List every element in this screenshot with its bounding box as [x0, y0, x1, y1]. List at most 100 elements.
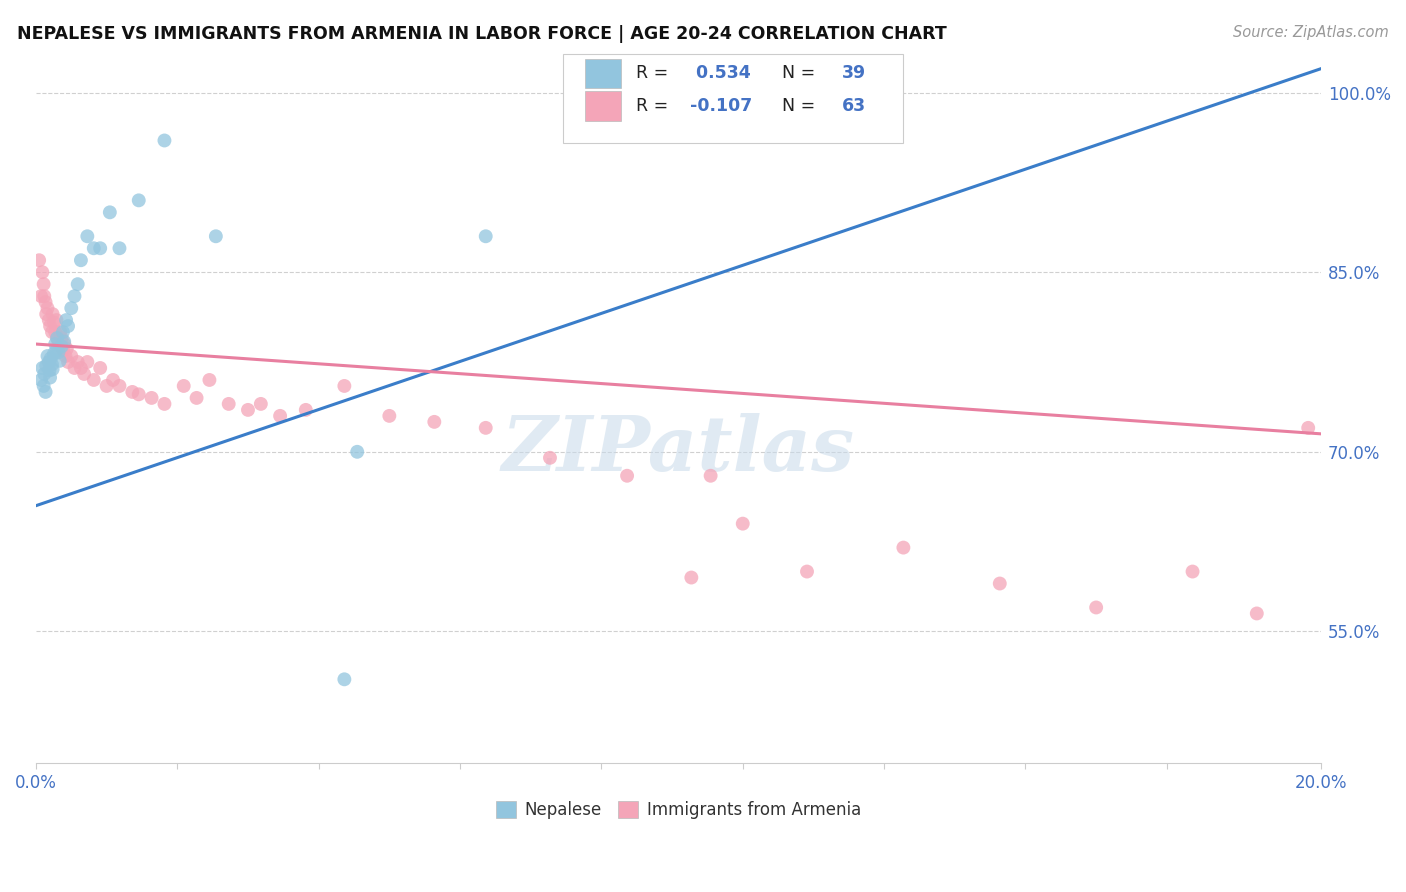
Point	[28, 253, 51, 268]
Point	[31, 265, 53, 279]
Point	[30, 373, 52, 387]
Point	[236, 403, 259, 417]
Point	[41, 307, 63, 321]
Point	[1085, 600, 1108, 615]
Point	[39, 319, 62, 334]
Point	[893, 541, 915, 555]
Point	[37, 301, 59, 315]
Point	[55, 349, 77, 363]
Point	[39, 351, 62, 366]
Point	[66, 355, 89, 369]
FancyBboxPatch shape	[562, 54, 904, 144]
Point	[35, 359, 58, 373]
Point	[51, 339, 73, 353]
Point	[73, 367, 96, 381]
Point	[89, 361, 111, 376]
Text: N =: N =	[770, 63, 821, 82]
Point	[56, 355, 79, 369]
Point	[48, 353, 70, 368]
Point	[55, 342, 77, 356]
Text: Source: ZipAtlas.com: Source: ZipAtlas.com	[1233, 25, 1389, 40]
Point	[250, 397, 273, 411]
Point	[48, 345, 70, 359]
Point	[98, 205, 121, 219]
Point	[63, 289, 86, 303]
Point	[66, 277, 89, 292]
Point	[45, 343, 67, 357]
Point	[128, 194, 150, 208]
Point	[1181, 565, 1204, 579]
Point	[38, 363, 60, 377]
Point	[44, 337, 66, 351]
Point	[38, 313, 60, 327]
Point	[83, 241, 105, 255]
Point	[423, 415, 446, 429]
FancyBboxPatch shape	[585, 59, 620, 88]
Point	[108, 379, 131, 393]
Point	[699, 468, 721, 483]
Point	[83, 373, 105, 387]
Point	[52, 343, 75, 357]
Text: R =: R =	[636, 96, 673, 114]
Point	[70, 253, 93, 268]
Point	[32, 379, 55, 393]
Point	[41, 362, 63, 376]
Point	[60, 349, 83, 363]
Point	[96, 379, 118, 393]
Point	[46, 331, 69, 345]
Point	[48, 337, 70, 351]
Text: 0.534: 0.534	[690, 63, 751, 82]
Point	[731, 516, 754, 531]
Point	[41, 358, 63, 372]
Point	[333, 673, 356, 687]
Point	[295, 403, 318, 417]
Point	[60, 301, 83, 315]
Point	[378, 409, 401, 423]
Point	[31, 361, 53, 376]
Point	[681, 570, 703, 584]
Point	[53, 337, 76, 351]
Text: -0.107: -0.107	[690, 96, 752, 114]
Text: 39: 39	[842, 63, 866, 82]
Point	[89, 241, 111, 255]
Legend: Nepalese, Immigrants from Armenia: Nepalese, Immigrants from Armenia	[489, 795, 868, 826]
Point	[34, 289, 56, 303]
Point	[141, 391, 163, 405]
Point	[56, 319, 79, 334]
Point	[616, 468, 638, 483]
Point	[76, 355, 98, 369]
Text: 63: 63	[842, 96, 866, 114]
Point	[796, 565, 818, 579]
Point	[42, 346, 65, 360]
Point	[70, 361, 93, 376]
Point	[1296, 421, 1319, 435]
Point	[49, 325, 72, 339]
Point	[44, 325, 66, 339]
Point	[42, 316, 65, 330]
Point	[333, 379, 356, 393]
Point	[34, 295, 56, 310]
Point	[205, 229, 228, 244]
Point	[52, 325, 75, 339]
Point	[218, 397, 240, 411]
Text: ZIPatlas: ZIPatlas	[502, 413, 855, 487]
Point	[173, 379, 195, 393]
Point	[538, 450, 561, 465]
Point	[63, 361, 86, 376]
Point	[269, 409, 291, 423]
Point	[1246, 607, 1268, 621]
Point	[55, 313, 77, 327]
Point	[474, 229, 496, 244]
Point	[988, 576, 1011, 591]
Point	[34, 367, 56, 381]
Point	[53, 334, 76, 349]
Point	[45, 313, 67, 327]
Point	[76, 229, 98, 244]
Point	[30, 289, 52, 303]
Text: NEPALESE VS IMMIGRANTS FROM ARMENIA IN LABOR FORCE | AGE 20-24 CORRELATION CHART: NEPALESE VS IMMIGRANTS FROM ARMENIA IN L…	[17, 25, 946, 43]
Text: N =: N =	[770, 96, 821, 114]
Point	[37, 349, 59, 363]
Point	[198, 373, 221, 387]
Point	[346, 445, 368, 459]
Point	[32, 277, 55, 292]
